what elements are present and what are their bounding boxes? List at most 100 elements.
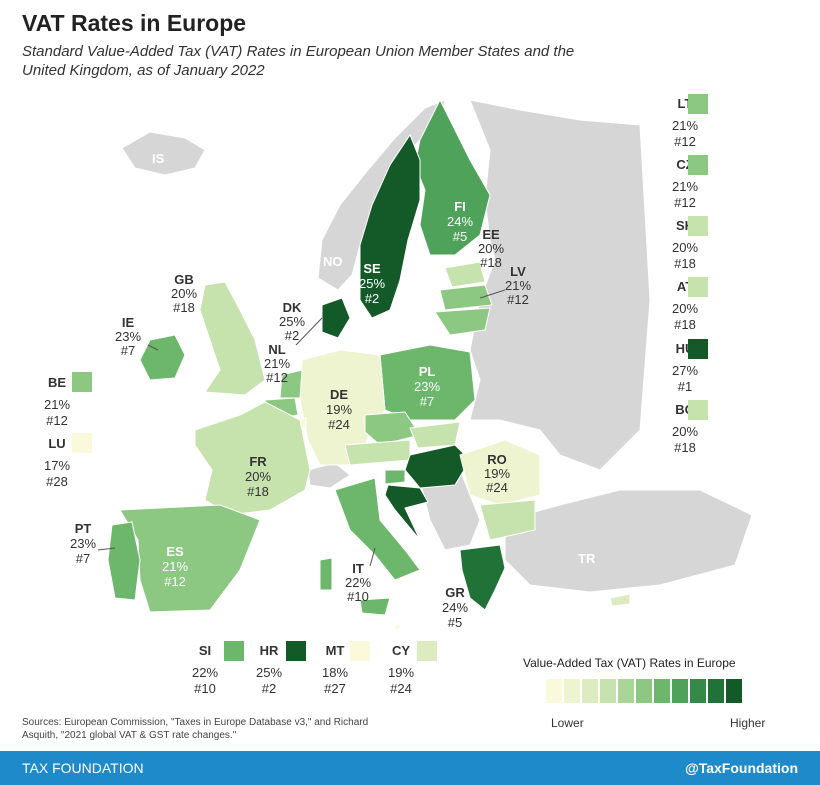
swatch-at [688,277,708,297]
map-subtitle: Standard Value-Added Tax (VAT) Rates in … [22,43,575,79]
legend-swatch-0 [546,679,562,703]
italy-shape [334,477,421,581]
ie-rate: 23% [115,329,141,344]
swatch-sk [688,216,708,236]
swatch-hu [688,339,708,359]
swatch-be [72,372,92,392]
legend-swatch-2 [582,679,598,703]
russia-belarus-ukraine-shape [469,99,651,471]
poland-shape [379,344,476,421]
side-label-mt: MT 18% #27 [321,643,349,696]
side-label-be: BE 21% #12 [43,375,71,428]
side-label-at: AT 20% #18 [671,279,699,332]
gb-code: GB [174,272,194,287]
latvia-shape [439,284,493,311]
gr-code: GR [445,585,465,600]
estonia-shape [444,261,486,288]
footer-org: TAX FOUNDATION [22,760,144,776]
lv-code: LV [510,264,526,279]
nl-rate: 21% [264,356,290,371]
czechia-shape [364,411,421,446]
side-label-bg: BG 20% #18 [671,402,699,455]
side-label-hu: HU 27% #1 [671,341,699,394]
legend-swatch-7 [672,679,688,703]
dk-code: DK [283,300,302,315]
greece-shape [459,544,506,611]
pl-code: PL [419,364,436,379]
side-label-sk: SK 20% #18 [671,218,699,271]
ee-rank: #18 [480,255,502,270]
gr-rate: 24% [442,600,468,615]
ee-rate: 20% [478,241,504,256]
fr-rank: #18 [247,484,269,499]
pt-rate: 23% [70,536,96,551]
swatch-hr [286,641,306,661]
es-rank: #12 [164,574,186,589]
es-code: ES [166,544,184,559]
side-label-hr: HR 25% #2 [255,643,283,696]
swatch-lt [688,94,708,114]
turkey-shape [504,489,753,593]
legend-swatch-10 [726,679,742,703]
sweden-shape [359,133,421,319]
bulgaria-shape [479,499,536,541]
legend-swatch-4 [618,679,634,703]
de-code: DE [330,387,348,402]
ie-rank: #7 [121,343,135,358]
nl-rank: #12 [266,370,288,385]
ee-code: EE [482,227,500,242]
se-rank: #2 [365,291,379,306]
gb-rate: 20% [171,286,197,301]
fr-rate: 20% [245,469,271,484]
ireland-shape [139,334,186,381]
ro-code: RO [487,452,507,467]
europe-map: IS NO TR FI 24% #5 SE 25% #2 EE 20% #18 … [70,98,753,630]
legend-swatch-5 [636,679,652,703]
austria-shape [344,439,411,466]
swatch-bg [688,400,708,420]
footer-handle: @TaxFoundation [685,760,798,776]
fi-rank: #5 [453,229,467,244]
nl-code: NL [268,342,285,357]
fr-code: FR [249,454,267,469]
pt-rank: #7 [76,551,90,566]
sardinia-shape [319,557,333,591]
slovenia-shape [384,469,406,485]
dk-rank: #2 [285,328,299,343]
map-labels: FI 24% #5 SE 25% #2 EE 20% #18 LV 21% #1… [70,199,531,630]
fi-code: FI [454,199,466,214]
pt-code: PT [75,521,92,536]
sicily-shape [359,597,391,616]
side-label-cz: CZ 21% #12 [671,157,699,210]
label-no: NO [323,254,343,269]
gr-rank: #5 [448,615,462,630]
de-rank: #24 [328,417,350,432]
ro-rank: #24 [486,480,508,495]
switzerland-shape [307,462,351,489]
de-rate: 19% [326,402,352,417]
swatch-cy [417,641,437,661]
legend-swatch-1 [564,679,580,703]
legend-swatch-6 [654,679,670,703]
label-is: IS [152,151,165,166]
slovakia-shape [409,421,461,449]
lv-rate: 21% [505,278,531,293]
side-label-lt: LT 21% #12 [671,96,699,149]
iceland-shape [121,131,206,176]
lithuania-shape [434,307,491,336]
it-rank: #10 [347,589,369,604]
malta-shape [394,624,401,630]
legend-low-label: Lower [551,716,584,730]
legend-high-label: Higher [730,716,766,730]
legend-title: Value-Added Tax (VAT) Rates in Europe [523,656,736,670]
romania-shape [459,439,541,506]
dk-rate: 25% [279,314,305,329]
it-code: IT [352,561,364,576]
fi-rate: 24% [447,214,473,229]
legend-swatch-9 [708,679,724,703]
lv-rank: #12 [507,292,529,307]
denmark-shape [321,297,351,339]
pl-rank: #7 [420,394,434,409]
source-note: Sources: European Commission, "Taxes in … [22,717,369,741]
se-rate: 25% [359,276,385,291]
